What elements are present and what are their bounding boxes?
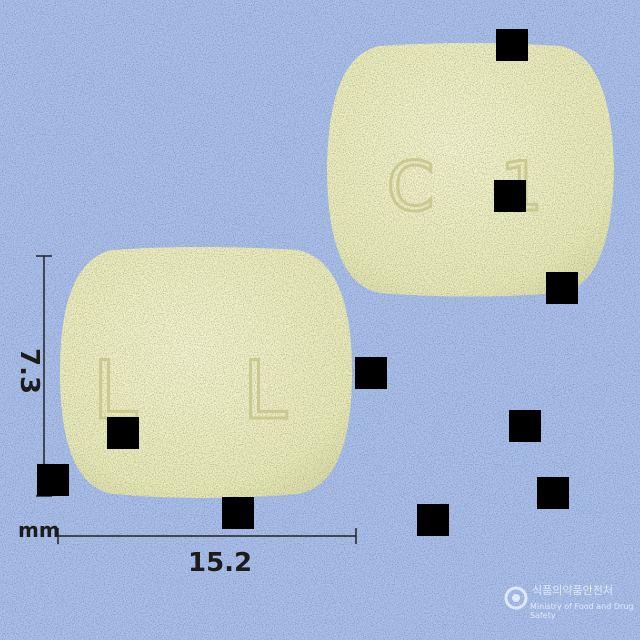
- pill-back-imprint: C 1: [387, 148, 565, 227]
- pill-front: L L: [60, 247, 352, 498]
- watermark-korean: 식품의약품안전처: [532, 584, 613, 597]
- occlusion-square: [496, 29, 528, 61]
- occlusion-square: [355, 357, 387, 389]
- unit-label: mm: [18, 518, 60, 542]
- occlusion-square: [546, 272, 578, 304]
- occlusion-square: [494, 180, 526, 212]
- occlusion-square: [537, 477, 569, 509]
- occlusion-square: [37, 464, 69, 496]
- occlusion-square: [417, 504, 449, 536]
- pill-back: C 1: [327, 43, 614, 297]
- height-label: 7.3: [14, 348, 44, 395]
- occlusion-square: [509, 410, 541, 442]
- width-label: 15.2: [188, 548, 253, 578]
- watermark-logo: [504, 586, 528, 610]
- watermark-english: Ministry of Food and Drug Safety: [530, 602, 634, 620]
- occlusion-square: [107, 417, 139, 449]
- dimension-lines: [36, 255, 357, 544]
- occlusion-square: [222, 497, 254, 529]
